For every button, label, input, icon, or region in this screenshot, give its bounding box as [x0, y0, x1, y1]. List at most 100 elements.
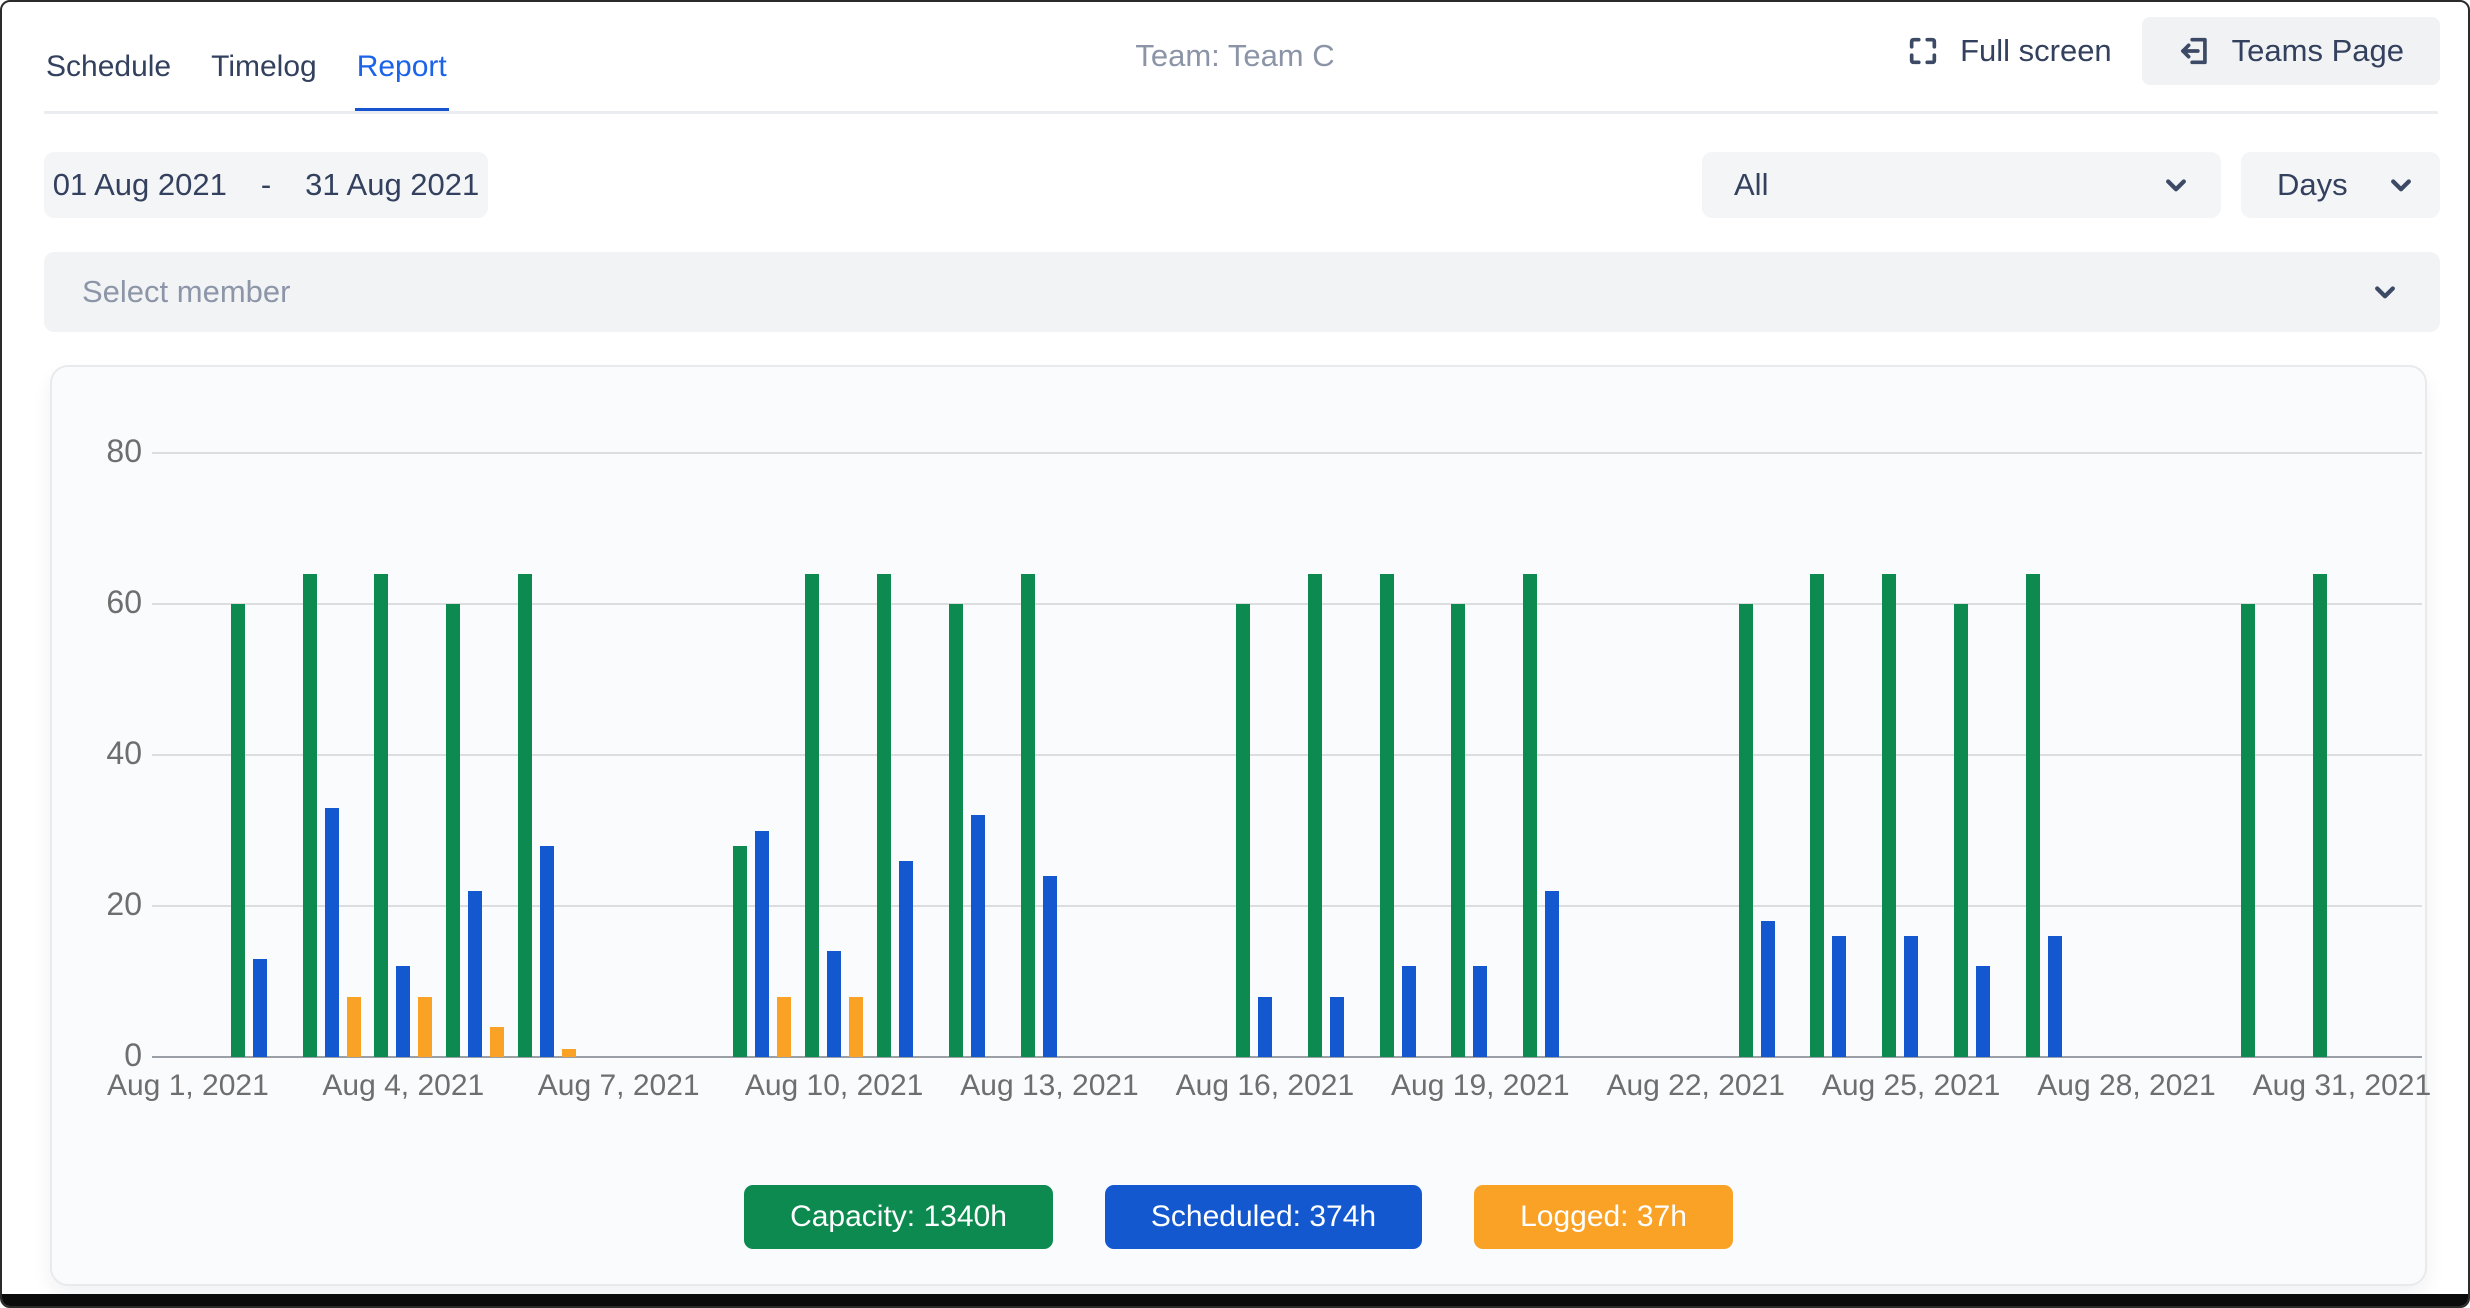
- bar-scheduled-aug-13[interactable]: [1043, 876, 1057, 1057]
- tabs-separator: [44, 111, 2438, 114]
- bar-scheduled-aug-5[interactable]: [468, 891, 482, 1057]
- bar-scheduled-aug-24[interactable]: [1832, 936, 1846, 1057]
- y-tick-label-40: 40: [62, 735, 142, 772]
- bar-logged-aug-6[interactable]: [562, 1049, 576, 1057]
- bar-capacity-aug-17[interactable]: [1308, 574, 1322, 1057]
- x-tick-label-aug-31: Aug 31, 2021: [2222, 1069, 2462, 1103]
- report-chart-card: 020406080 Aug 1, 2021Aug 4, 2021Aug 7, 2…: [50, 365, 2427, 1286]
- gridline-y-20: [152, 905, 2422, 907]
- header-actions: Full screen Teams Page: [1906, 16, 2440, 86]
- page-title: Team: Team C: [1135, 38, 1334, 74]
- tab-bar: Schedule Timelog Report: [44, 2, 449, 114]
- bar-scheduled-aug-23[interactable]: [1761, 921, 1775, 1057]
- x-tick-label-aug-7: Aug 7, 2021: [499, 1069, 739, 1103]
- bar-capacity-aug-9[interactable]: [733, 846, 747, 1057]
- bar-logged-aug-3[interactable]: [347, 997, 361, 1057]
- fullscreen-icon: [1906, 34, 1940, 68]
- bar-capacity-aug-3[interactable]: [303, 574, 317, 1057]
- bar-scheduled-aug-20[interactable]: [1545, 891, 1559, 1057]
- bar-capacity-aug-25[interactable]: [1882, 574, 1896, 1057]
- period-select-value: Days: [2277, 167, 2348, 203]
- bar-capacity-aug-31[interactable]: [2313, 574, 2327, 1057]
- legend-capacity-button[interactable]: Capacity: 1340h: [744, 1185, 1053, 1249]
- exit-arrow-icon: [2178, 34, 2212, 68]
- date-separator: -: [261, 167, 271, 203]
- bar-chart-plot: [152, 453, 2422, 1057]
- category-select-value: All: [1734, 167, 1768, 203]
- tab-timelog[interactable]: Timelog: [209, 50, 319, 114]
- bar-scheduled-aug-19[interactable]: [1473, 966, 1487, 1057]
- bar-capacity-aug-27[interactable]: [2026, 574, 2040, 1057]
- category-select[interactable]: All: [1702, 152, 2221, 218]
- bar-scheduled-aug-17[interactable]: [1330, 997, 1344, 1057]
- member-select[interactable]: Select member: [44, 252, 2440, 332]
- y-tick-label-20: 20: [62, 886, 142, 923]
- fullscreen-button[interactable]: Full screen: [1906, 33, 2112, 69]
- teams-page-button[interactable]: Teams Page: [2142, 17, 2440, 85]
- x-tick-label-aug-10: Aug 10, 2021: [714, 1069, 954, 1103]
- bar-capacity-aug-16[interactable]: [1236, 604, 1250, 1057]
- bottom-bar: [2, 1294, 2468, 1306]
- legend-logged-button[interactable]: Logged: 37h: [1474, 1185, 1733, 1249]
- bar-logged-aug-4[interactable]: [418, 997, 432, 1057]
- bar-capacity-aug-5[interactable]: [446, 604, 460, 1057]
- x-tick-label-aug-19: Aug 19, 2021: [1360, 1069, 1600, 1103]
- bar-scheduled-aug-16[interactable]: [1258, 997, 1272, 1057]
- gridline-y-80: [152, 452, 2422, 454]
- y-tick-label-60: 60: [62, 584, 142, 621]
- bar-capacity-aug-11[interactable]: [877, 574, 891, 1057]
- bar-capacity-aug-30[interactable]: [2241, 604, 2255, 1057]
- bar-capacity-aug-18[interactable]: [1380, 574, 1394, 1057]
- bar-scheduled-aug-12[interactable]: [971, 815, 985, 1057]
- bar-capacity-aug-19[interactable]: [1451, 604, 1465, 1057]
- bar-capacity-aug-10[interactable]: [805, 574, 819, 1057]
- x-tick-label-aug-4: Aug 4, 2021: [283, 1069, 523, 1103]
- bar-scheduled-aug-26[interactable]: [1976, 966, 1990, 1057]
- chevron-down-icon: [2368, 275, 2402, 309]
- date-to: 31 Aug 2021: [305, 167, 479, 203]
- tab-schedule[interactable]: Schedule: [44, 50, 173, 114]
- gridline-y-40: [152, 754, 2422, 756]
- date-range-picker[interactable]: 01 Aug 2021 - 31 Aug 2021: [44, 152, 488, 218]
- x-tick-label-aug-25: Aug 25, 2021: [1791, 1069, 2031, 1103]
- bar-scheduled-aug-27[interactable]: [2048, 936, 2062, 1057]
- fullscreen-label: Full screen: [1960, 33, 2112, 69]
- bar-capacity-aug-26[interactable]: [1954, 604, 1968, 1057]
- x-tick-label-aug-1: Aug 1, 2021: [68, 1069, 308, 1103]
- bar-scheduled-aug-10[interactable]: [827, 951, 841, 1057]
- bar-capacity-aug-24[interactable]: [1810, 574, 1824, 1057]
- member-select-placeholder: Select member: [82, 274, 290, 310]
- bar-scheduled-aug-2[interactable]: [253, 959, 267, 1057]
- period-select[interactable]: Days: [2241, 152, 2440, 218]
- bar-scheduled-aug-3[interactable]: [325, 808, 339, 1057]
- chevron-down-icon: [2159, 168, 2193, 202]
- tab-report[interactable]: Report: [355, 50, 449, 114]
- bar-capacity-aug-23[interactable]: [1739, 604, 1753, 1057]
- date-from: 01 Aug 2021: [53, 167, 227, 203]
- bar-scheduled-aug-9[interactable]: [755, 831, 769, 1058]
- legend-scheduled-button[interactable]: Scheduled: 374h: [1105, 1185, 1422, 1249]
- gridline-y-60: [152, 603, 2422, 605]
- bar-capacity-aug-2[interactable]: [231, 604, 245, 1057]
- teams-page-label: Teams Page: [2232, 33, 2404, 69]
- bar-scheduled-aug-11[interactable]: [899, 861, 913, 1057]
- y-tick-label-80: 80: [62, 433, 142, 470]
- bar-logged-aug-5[interactable]: [490, 1027, 504, 1057]
- app-window: Schedule Timelog Report Team: Team C Ful…: [0, 0, 2470, 1308]
- x-tick-label-aug-16: Aug 16, 2021: [1145, 1069, 1385, 1103]
- bar-capacity-aug-12[interactable]: [949, 604, 963, 1057]
- bar-capacity-aug-6[interactable]: [518, 574, 532, 1057]
- bar-logged-aug-9[interactable]: [777, 997, 791, 1057]
- bar-scheduled-aug-6[interactable]: [540, 846, 554, 1057]
- chevron-down-icon: [2384, 168, 2418, 202]
- bar-scheduled-aug-25[interactable]: [1904, 936, 1918, 1057]
- bar-scheduled-aug-18[interactable]: [1402, 966, 1416, 1057]
- x-tick-label-aug-28: Aug 28, 2021: [2007, 1069, 2247, 1103]
- bar-capacity-aug-13[interactable]: [1021, 574, 1035, 1057]
- bar-logged-aug-10[interactable]: [849, 997, 863, 1057]
- chart-legend: Capacity: 1340h Scheduled: 374h Logged: …: [52, 1185, 2425, 1249]
- bar-scheduled-aug-4[interactable]: [396, 966, 410, 1057]
- bar-capacity-aug-4[interactable]: [374, 574, 388, 1057]
- x-tick-label-aug-13: Aug 13, 2021: [930, 1069, 1170, 1103]
- bar-capacity-aug-20[interactable]: [1523, 574, 1537, 1057]
